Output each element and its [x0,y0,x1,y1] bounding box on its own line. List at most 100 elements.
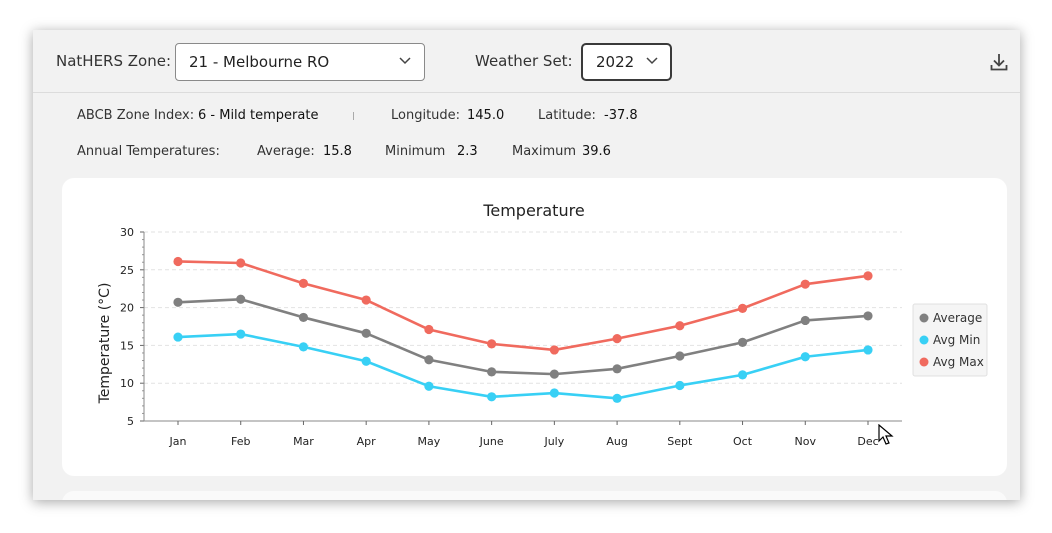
x-tick-label: Aug [606,435,627,448]
toolbar: NatHERS Zone: 21 - Melbourne RO Weather … [33,30,1020,93]
data-point [487,392,497,402]
legend-marker [919,357,929,367]
y-tick-label: 5 [127,415,134,428]
maximum-label: Maximum [512,144,577,159]
download-icon[interactable] [989,52,1009,72]
divider [353,112,354,120]
chevron-down-icon [399,57,411,65]
data-point [737,337,748,347]
latitude-value: -37.8 [604,108,638,123]
data-point [298,278,309,289]
data-point [487,367,497,377]
data-point [863,345,873,355]
chart-title: Temperature [482,201,584,220]
y-axis-label: Temperature (°C) [97,283,113,405]
chart-series [173,256,873,403]
mouse-cursor-icon [878,424,894,445]
data-point [549,388,559,398]
data-point [487,339,497,349]
chart-card: Temperature Temperature (°C) 5 10 15 20 25 30… [62,178,1007,476]
x-tick-labels: Jan Feb Mar Apr May June July Aug Sept Oct Nov Dec [169,435,879,448]
legend-label: Avg Max [933,355,984,369]
series-line [177,297,869,376]
data-point [173,332,183,342]
abcb-zone-value: 6 - Mild temperate [198,108,319,123]
x-tick-label: Feb [231,435,250,448]
longitude-label: Longitude: [391,108,461,123]
x-tick-label: Nov [795,435,817,448]
y-tick-label: 30 [120,226,134,239]
secondary-card [62,491,1007,500]
abcb-zone-label: ABCB Zone Index: [77,108,195,123]
y-tick-label: 20 [120,302,134,315]
data-point [424,355,434,365]
data-point [800,315,810,326]
x-tick-label: Sept [667,435,693,448]
average-value: 15.8 [323,144,352,159]
data-point [298,312,309,323]
minimum-value: 2.3 [457,144,478,159]
legend-label: Average [933,311,982,325]
data-point [236,294,246,304]
data-point [612,393,622,403]
data-point [675,321,685,331]
data-point [800,279,810,289]
latitude-label: Latitude: [538,108,596,123]
data-point [800,352,810,362]
weather-panel: NatHERS Zone: 21 - Melbourne RO Weather … [33,30,1020,500]
x-tick-label: May [418,435,441,448]
x-tick-label: Mar [293,435,314,448]
data-point [549,369,559,379]
x-tick-label: Oct [733,435,753,448]
legend-marker [919,335,929,345]
x-tick-label: July [543,435,564,448]
longitude-value: 145.0 [467,108,505,123]
legend-label: Avg Min [933,333,980,347]
data-point [612,333,622,344]
weather-label: Weather Set: [475,52,573,70]
legend-marker [919,313,929,323]
data-point [549,345,559,355]
average-label: Average: [257,144,315,159]
x-tick-label: June [479,435,504,448]
weather-select[interactable]: 2022 [581,43,672,81]
data-point [361,295,371,305]
data-point [737,303,748,313]
chart-legend: Average Avg Min Avg Max [912,303,988,377]
data-point [361,356,371,366]
data-point [675,380,685,391]
data-point [612,364,622,374]
annual-temperatures-label: Annual Temperatures: [77,144,220,159]
x-tick-label: Apr [357,435,377,448]
maximum-value: 39.6 [582,144,611,159]
series-line [177,260,869,352]
y-tick-label: 10 [120,377,134,390]
data-point [424,381,434,391]
data-point [424,324,434,335]
y-tick-label: 15 [120,339,134,352]
y-tick-label: 25 [120,264,134,277]
x-tick-label: Dec [857,435,878,448]
minimum-label: Minimum [385,144,446,159]
chevron-down-icon [646,57,658,65]
weather-select-value: 2022 [596,53,635,71]
chart-axes [143,232,902,425]
zone-label: NatHERS Zone: [56,52,172,70]
series-line [177,332,869,400]
data-point [298,342,309,352]
data-point [173,297,183,307]
data-point [361,328,371,338]
data-point [863,271,873,281]
y-tick-labels: 5 10 15 20 25 30 [120,226,134,428]
data-point [737,370,748,380]
zone-select-value: 21 - Melbourne RO [189,53,330,71]
data-point [173,256,183,267]
legend-box [912,303,988,377]
zone-select[interactable]: 21 - Melbourne RO [175,43,425,81]
data-point [675,351,685,361]
data-point [236,329,246,339]
data-point [236,258,246,268]
data-point [863,311,873,321]
x-tick-label: Jan [169,435,187,448]
temperature-chart: Temperature Temperature (°C) 5 10 15 20 25 30… [97,201,988,448]
